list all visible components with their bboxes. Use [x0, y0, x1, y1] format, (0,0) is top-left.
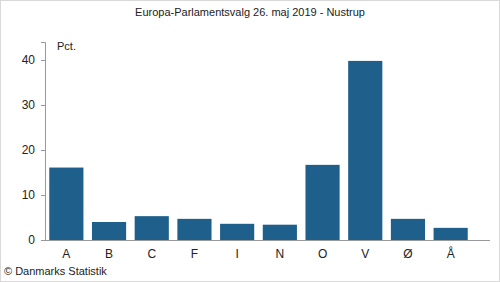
x-tick: V [361, 240, 369, 261]
x-tick-label: A [62, 247, 70, 261]
x-tick: Å [447, 240, 455, 261]
bar [434, 228, 468, 240]
bar [263, 225, 297, 240]
bar [348, 61, 382, 240]
y-tick: 0 [28, 233, 45, 247]
x-tick: N [276, 240, 285, 261]
y-tick-mark [41, 240, 45, 241]
x-tick-label: O [318, 247, 327, 261]
bar [49, 168, 83, 240]
x-tick-label: F [191, 247, 198, 261]
y-tick: 10 [22, 188, 45, 202]
bar [177, 219, 211, 240]
y-tick-mark [41, 195, 45, 196]
frame [1, 1, 500, 282]
bar [135, 216, 169, 240]
y-label: Pct. [57, 40, 76, 52]
x-tick: F [191, 240, 198, 261]
y-tick-mark [41, 105, 45, 106]
x-tick-label: V [361, 247, 369, 261]
y-axis: 0 10 20 30 40 [22, 43, 46, 248]
y-tick-label: 30 [22, 98, 36, 112]
x-tick: B [105, 240, 113, 261]
bar [220, 224, 254, 240]
y-tick: 40 [22, 53, 45, 67]
x-tick-label: C [147, 247, 156, 261]
x-tick: C [147, 240, 156, 261]
x-tick: O [318, 240, 327, 261]
x-axis: ABCFINOVØÅ [45, 240, 490, 261]
bars [49, 61, 467, 240]
bar [92, 222, 126, 240]
y-tick-mark [41, 150, 45, 151]
y-tick-label: 20 [22, 143, 36, 157]
x-tick: A [62, 240, 70, 261]
y-axis-line [41, 43, 46, 241]
x-tick-label: I [235, 247, 238, 261]
y-tick: 20 [22, 143, 45, 157]
x-tick-label: Ø [403, 247, 412, 261]
y-tick: 30 [22, 98, 45, 112]
x-axis-line [45, 240, 490, 241]
title: Europa-Parlamentsvalg 26. maj 2019 - Nus… [135, 6, 365, 18]
y-tick-mark [41, 60, 45, 61]
x-tick-label: N [276, 247, 285, 261]
y-tick-label: 40 [22, 53, 36, 67]
x-tick-label: Å [447, 246, 455, 261]
source: © Danmarks Statistik [4, 265, 107, 277]
bar [305, 165, 339, 240]
x-tick: Ø [403, 240, 412, 261]
x-tick-label: B [105, 247, 113, 261]
y-tick-label: 0 [28, 233, 35, 247]
y-tick-label: 10 [22, 188, 36, 202]
x-tick: I [235, 240, 238, 261]
bar [391, 219, 425, 240]
